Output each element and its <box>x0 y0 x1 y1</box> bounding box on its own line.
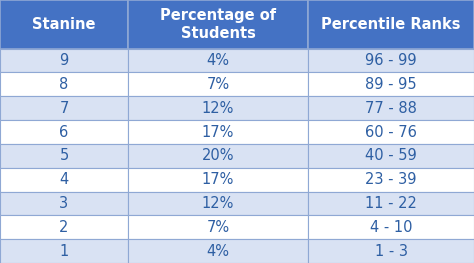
Text: 7%: 7% <box>207 77 229 92</box>
Bar <box>128 191 308 215</box>
Text: 7: 7 <box>59 101 69 116</box>
Text: Stanine: Stanine <box>32 17 96 32</box>
Bar <box>308 120 474 144</box>
Bar <box>308 96 474 120</box>
Bar <box>0 0 128 49</box>
Bar <box>128 239 308 263</box>
Bar <box>0 168 128 191</box>
Bar <box>128 168 308 191</box>
Bar <box>0 96 128 120</box>
Text: 60 - 76: 60 - 76 <box>365 124 417 139</box>
Text: 4%: 4% <box>207 53 229 68</box>
Bar <box>308 49 474 73</box>
Bar <box>0 120 128 144</box>
Text: 11 - 22: 11 - 22 <box>365 196 417 211</box>
Text: 17%: 17% <box>202 124 234 139</box>
Text: 1: 1 <box>59 244 69 259</box>
Bar <box>308 215 474 239</box>
Text: Percentile Ranks: Percentile Ranks <box>321 17 461 32</box>
Bar <box>0 215 128 239</box>
Text: 12%: 12% <box>202 101 234 116</box>
Bar <box>0 49 128 73</box>
Text: 77 - 88: 77 - 88 <box>365 101 417 116</box>
Text: 17%: 17% <box>202 172 234 187</box>
Bar <box>0 239 128 263</box>
Text: 96 - 99: 96 - 99 <box>365 53 417 68</box>
Bar <box>308 239 474 263</box>
Text: 1 - 3: 1 - 3 <box>374 244 408 259</box>
Bar <box>128 96 308 120</box>
Text: 40 - 59: 40 - 59 <box>365 148 417 163</box>
Text: 20%: 20% <box>202 148 234 163</box>
Bar <box>128 144 308 168</box>
Bar <box>308 191 474 215</box>
Text: 5: 5 <box>59 148 69 163</box>
Bar <box>308 73 474 96</box>
Text: 89 - 95: 89 - 95 <box>365 77 417 92</box>
Text: 8: 8 <box>59 77 69 92</box>
Text: 7%: 7% <box>207 220 229 235</box>
Bar <box>0 73 128 96</box>
Bar <box>308 0 474 49</box>
Text: 12%: 12% <box>202 196 234 211</box>
Text: 4%: 4% <box>207 244 229 259</box>
Bar <box>128 215 308 239</box>
Text: Percentage of
Students: Percentage of Students <box>160 8 276 41</box>
Bar <box>0 191 128 215</box>
Bar <box>0 144 128 168</box>
Text: 6: 6 <box>59 124 69 139</box>
Text: 2: 2 <box>59 220 69 235</box>
Text: 4: 4 <box>59 172 69 187</box>
Bar <box>128 120 308 144</box>
Text: 4 - 10: 4 - 10 <box>370 220 412 235</box>
Bar <box>308 144 474 168</box>
Bar <box>308 168 474 191</box>
Bar <box>128 0 308 49</box>
Text: 23 - 39: 23 - 39 <box>365 172 417 187</box>
Text: 3: 3 <box>59 196 69 211</box>
Text: 9: 9 <box>59 53 69 68</box>
Bar <box>128 73 308 96</box>
Bar <box>128 49 308 73</box>
